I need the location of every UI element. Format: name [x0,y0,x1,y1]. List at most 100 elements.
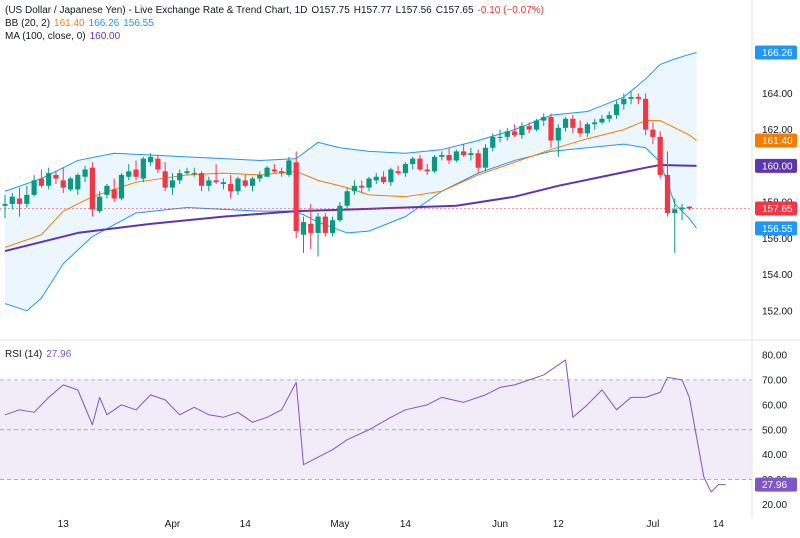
candle-body [16,198,23,204]
bb-upper-value: 166.26 [88,18,120,29]
price-tick-label: 164.00 [762,89,793,100]
ma-value: 160.00 [89,31,121,42]
candle-body [322,216,328,233]
candle-body [148,156,154,163]
ma-legend: MA (100, close, 0) 160.00 [5,31,124,43]
candle-body [67,178,74,190]
rsi-tick-label: 50.00 [762,425,787,436]
bb-lower-tag: 156.55 [762,224,793,235]
candle-body [613,104,620,116]
rsi-tick-label: 40.00 [762,450,787,461]
indicator-lines [0,51,752,312]
bb-middle-value: 161.40 [54,18,85,29]
candle-body [38,178,44,186]
candle-body [213,180,219,183]
change-value: -0.10 (−0.07%) [477,5,544,16]
candles [2,91,692,257]
candle-body [330,220,336,233]
candle-body [300,222,307,235]
bb-upper-line [4,51,697,192]
candle-body [504,131,510,137]
candle-body [643,98,649,130]
price-tick-label: 152.00 [762,306,793,317]
candle-body [555,127,561,141]
candle-body [60,180,66,188]
candle-body [2,203,8,206]
candle-body [198,173,205,186]
candle-body [497,136,503,138]
candle-body [635,97,641,99]
candle-body [53,174,59,179]
candle-body [235,178,241,192]
candle-body [31,180,37,195]
candle-body [570,118,576,128]
candle-body [606,115,612,119]
candle-body [424,169,430,172]
last-price-tag-bg [755,201,797,216]
rsi-tick-label: 60.00 [762,400,787,411]
candle-body [257,174,263,179]
rsi-line [4,359,726,493]
candle-body [82,169,88,177]
time-tick-label: 13 [58,519,70,530]
bb-legend: BB (20, 2) 161.40 166.26 156.55 [5,18,158,30]
candle-body [599,118,605,123]
time-tick-label: 14 [240,519,252,530]
candle-body [344,191,350,206]
candle-body [657,136,663,175]
candle-body [664,174,671,213]
price-axis: 152.00154.00156.00158.00160.00162.00164.… [762,89,793,511]
rsi-label: RSI (14) [5,349,43,360]
candle-body [126,171,132,177]
bb-basis-tag-bg [755,133,797,148]
candle-body [315,216,321,233]
open-value: O157.75 [311,5,350,16]
candle-body [177,173,183,181]
candle-body [686,206,692,209]
rsi-tick-label: 20.00 [762,500,787,511]
candle-body [359,185,365,188]
candle-body [111,189,117,199]
candle-body [169,180,176,188]
candle-body [279,171,285,174]
time-tick-label: May [330,519,349,530]
candle-body [249,178,256,186]
candle-body [184,171,190,174]
candle-body [446,155,452,161]
candle-body [89,167,95,210]
time-tick-label: 12 [553,519,565,530]
candle-body [118,174,125,199]
candle-body [264,167,270,177]
candle-body [133,169,139,177]
candle-body [526,126,532,130]
candle-body [679,207,685,210]
candle-body [191,173,197,175]
candle-body [337,205,343,221]
time-tick-label: Jul [647,519,660,530]
close-value: C157.65 [435,5,474,16]
bb-lower-tag-bg [755,221,797,236]
candle-body [562,118,569,128]
candle-body [286,160,292,175]
ma-tag: 160.00 [762,161,793,172]
candle-body [242,180,248,186]
rsi-tick-label: 70.00 [762,375,787,386]
candle-body [431,156,438,172]
candle-body [650,129,656,137]
bb-lower-value: 156.55 [123,18,154,29]
ma-tag-bg [755,158,797,173]
candle-body [475,153,481,168]
candle-body [533,120,540,130]
candle-body [104,185,110,195]
ma-line [4,163,697,253]
price-tick-label: 154.00 [762,270,793,281]
chart-header: (US Dollar / Japanese Yen) - Live Exchan… [5,5,548,17]
candle-body [628,97,634,99]
bb-label: BB (20, 2) [5,18,51,29]
candle-body [366,178,372,188]
candle-body [410,158,416,165]
bb-upper-tag: 166.26 [762,48,793,59]
candle-body [228,184,234,192]
candle-body [155,158,161,170]
